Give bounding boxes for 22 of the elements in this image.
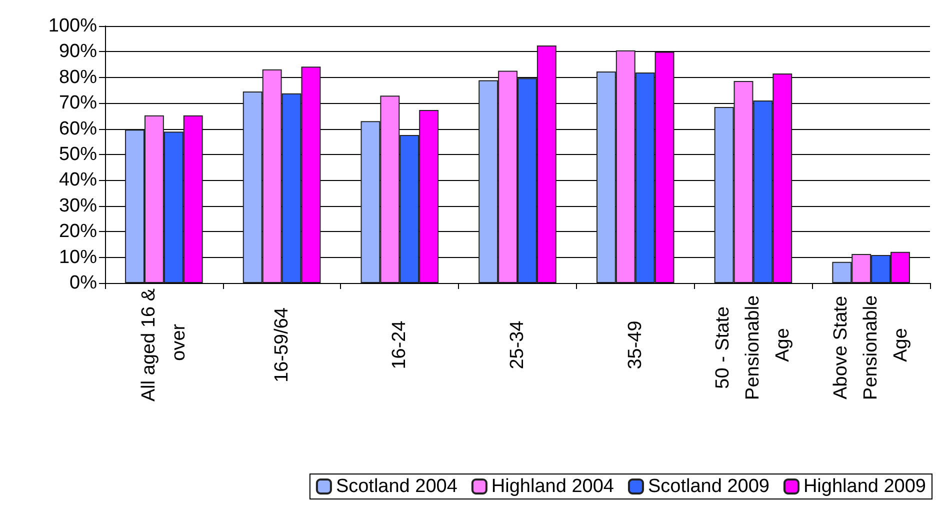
y-tick-label: 50% [58, 144, 98, 165]
y-tick-label: 10% [58, 246, 98, 268]
y-tick-label: 30% [58, 195, 98, 216]
x-tick-label: All aged 16 & over [138, 288, 190, 402]
x-tick-label: Above State Pensionable Age [830, 290, 912, 400]
x-tick-label: 35-49 [624, 320, 646, 370]
legend-label: Highland 2004 [491, 476, 614, 497]
x-tick-label: 25-34 [507, 320, 528, 370]
x-tick-label: 16-24 [389, 320, 410, 370]
legend-label: Highland 2009 [803, 476, 926, 497]
y-tick-label: 90% [58, 41, 98, 62]
y-tick-label: 20% [58, 221, 98, 242]
y-tick-label: 80% [58, 66, 98, 88]
y-tick-label: 0% [70, 272, 98, 294]
y-tick-label: 100% [48, 16, 98, 36]
x-tick-label: 50 - State Pensionable Age [712, 290, 794, 400]
legend-label: Scotland 2004 [336, 476, 458, 497]
y-tick-label: 60% [58, 118, 98, 140]
y-tick-label: 70% [58, 92, 98, 114]
y-tick-label: 40% [58, 170, 98, 191]
x-tick-label: 16-59/64 [271, 307, 292, 383]
legend-label: Scotland 2009 [648, 476, 770, 497]
